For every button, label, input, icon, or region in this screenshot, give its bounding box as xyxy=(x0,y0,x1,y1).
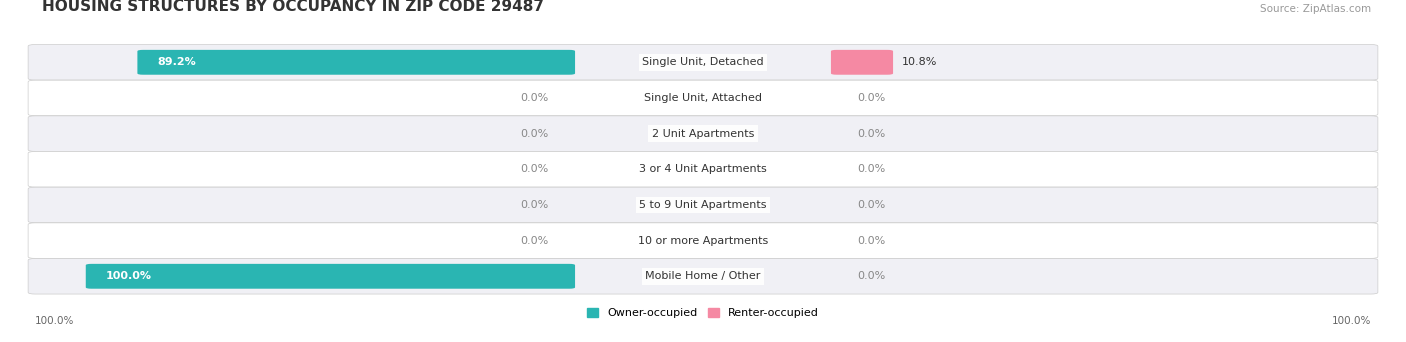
Text: 0.0%: 0.0% xyxy=(858,93,886,103)
Text: 3 or 4 Unit Apartments: 3 or 4 Unit Apartments xyxy=(640,164,766,174)
Text: 0.0%: 0.0% xyxy=(520,93,548,103)
FancyBboxPatch shape xyxy=(28,152,1378,187)
FancyBboxPatch shape xyxy=(28,80,1378,116)
FancyBboxPatch shape xyxy=(86,264,575,289)
Text: 0.0%: 0.0% xyxy=(858,271,886,281)
Text: 10 or more Apartments: 10 or more Apartments xyxy=(638,236,768,246)
Legend: Owner-occupied, Renter-occupied: Owner-occupied, Renter-occupied xyxy=(582,304,824,323)
FancyBboxPatch shape xyxy=(28,116,1378,152)
Text: 0.0%: 0.0% xyxy=(858,129,886,139)
FancyBboxPatch shape xyxy=(28,187,1378,223)
FancyBboxPatch shape xyxy=(28,259,1378,294)
Text: 2 Unit Apartments: 2 Unit Apartments xyxy=(652,129,754,139)
Text: Single Unit, Detached: Single Unit, Detached xyxy=(643,57,763,67)
Text: 89.2%: 89.2% xyxy=(157,57,195,67)
Text: 0.0%: 0.0% xyxy=(858,236,886,246)
Text: 0.0%: 0.0% xyxy=(520,164,548,174)
FancyBboxPatch shape xyxy=(28,223,1378,259)
FancyBboxPatch shape xyxy=(138,50,575,75)
Text: Single Unit, Attached: Single Unit, Attached xyxy=(644,93,762,103)
Text: 100.0%: 100.0% xyxy=(35,316,75,327)
Text: 5 to 9 Unit Apartments: 5 to 9 Unit Apartments xyxy=(640,200,766,210)
Text: 10.8%: 10.8% xyxy=(901,57,936,67)
Text: 0.0%: 0.0% xyxy=(520,129,548,139)
Text: 0.0%: 0.0% xyxy=(520,236,548,246)
Text: 0.0%: 0.0% xyxy=(858,200,886,210)
Text: Mobile Home / Other: Mobile Home / Other xyxy=(645,271,761,281)
FancyBboxPatch shape xyxy=(28,44,1378,80)
Text: 100.0%: 100.0% xyxy=(105,271,152,281)
Text: 0.0%: 0.0% xyxy=(858,164,886,174)
Text: HOUSING STRUCTURES BY OCCUPANCY IN ZIP CODE 29487: HOUSING STRUCTURES BY OCCUPANCY IN ZIP C… xyxy=(42,0,544,14)
Text: Source: ZipAtlas.com: Source: ZipAtlas.com xyxy=(1260,4,1371,14)
Text: 0.0%: 0.0% xyxy=(520,200,548,210)
FancyBboxPatch shape xyxy=(831,50,893,75)
Text: 100.0%: 100.0% xyxy=(1331,316,1371,327)
